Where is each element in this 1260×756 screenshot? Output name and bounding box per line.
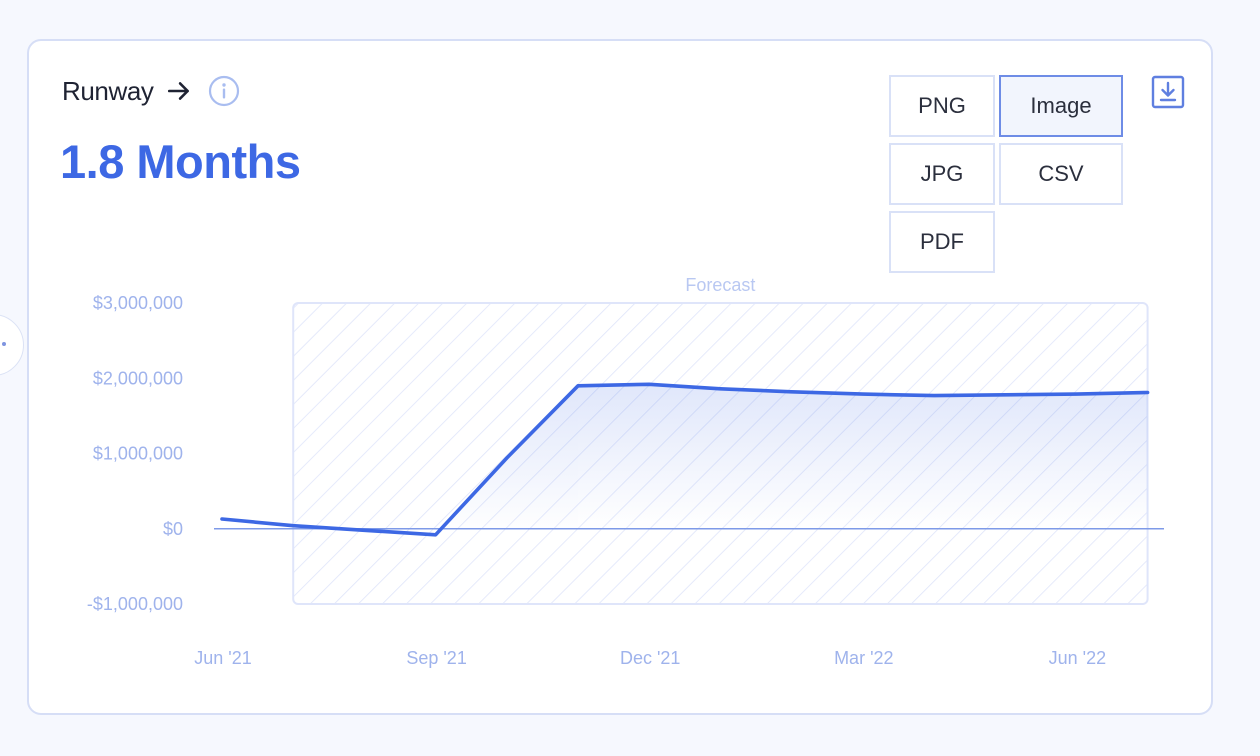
export-pdf-button[interactable]: PDF	[889, 211, 995, 273]
data-point	[220, 517, 224, 521]
x-tick-label: Jun '22	[1049, 648, 1106, 668]
series-line	[220, 382, 1150, 537]
handle-dot-icon	[2, 342, 6, 346]
data-point	[647, 382, 651, 386]
info-icon[interactable]	[208, 75, 240, 107]
y-tick-label: -$1,000,000	[87, 594, 183, 614]
y-tick-label: $2,000,000	[93, 368, 183, 388]
data-point	[505, 456, 509, 460]
x-tick-label: Jun '21	[194, 648, 251, 668]
export-menu: PNG Image JPG CSV PDF	[889, 75, 1125, 277]
export-png-button[interactable]: PNG	[889, 75, 995, 137]
y-tick-label: $1,000,000	[93, 444, 183, 464]
x-tick-label: Sep '21	[406, 648, 467, 668]
data-point	[1146, 391, 1150, 395]
data-point	[1074, 392, 1078, 396]
y-tick-label: $0	[163, 519, 183, 539]
export-csv-button[interactable]: CSV	[999, 143, 1123, 205]
data-point	[291, 524, 295, 528]
download-icon[interactable]	[1151, 75, 1185, 109]
y-tick-label: $3,000,000	[93, 293, 183, 313]
export-image-button[interactable]: Image	[999, 75, 1123, 137]
x-tick-label: Mar '22	[834, 648, 893, 668]
series-area	[578, 384, 1148, 529]
data-point	[932, 394, 936, 398]
data-point	[718, 387, 722, 391]
forecast-label: Forecast	[685, 275, 755, 295]
card-header: Runway	[62, 75, 240, 107]
data-point	[861, 392, 865, 396]
data-point	[434, 533, 438, 537]
arrow-right-icon[interactable]	[166, 78, 192, 104]
export-jpg-button[interactable]: JPG	[889, 143, 995, 205]
card-title[interactable]: Runway	[62, 75, 154, 106]
data-point	[576, 384, 580, 388]
data-point	[790, 390, 794, 394]
runway-metric: 1.8 Months	[60, 135, 301, 188]
data-point	[1003, 393, 1007, 397]
data-point	[362, 528, 366, 532]
x-tick-label: Dec '21	[620, 648, 680, 668]
